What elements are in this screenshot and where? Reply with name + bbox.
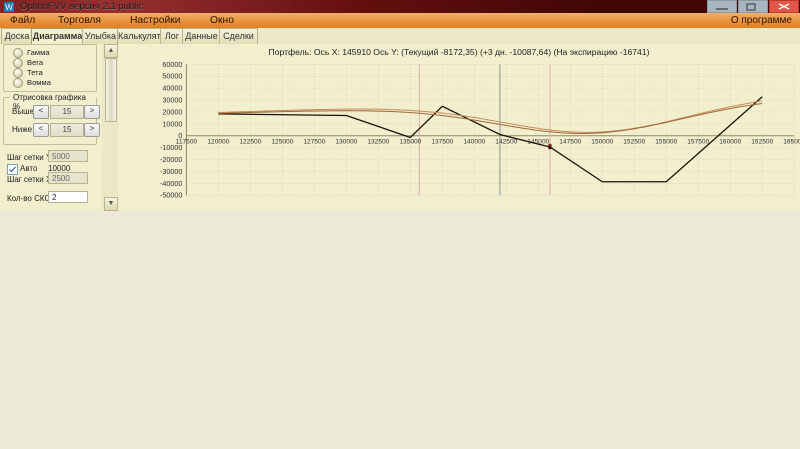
svg-text:120000: 120000 bbox=[207, 139, 229, 146]
svg-text:155000: 155000 bbox=[655, 139, 677, 146]
svg-text:157500: 157500 bbox=[687, 139, 709, 146]
svg-text:-30000: -30000 bbox=[160, 167, 182, 176]
svg-text:150000: 150000 bbox=[591, 139, 613, 146]
svg-text:60000: 60000 bbox=[162, 60, 182, 69]
svg-text:10000: 10000 bbox=[162, 119, 182, 128]
svg-text:135000: 135000 bbox=[399, 139, 421, 146]
svg-text:127500: 127500 bbox=[303, 139, 325, 146]
svg-text:20000: 20000 bbox=[162, 107, 182, 116]
svg-text:162500: 162500 bbox=[751, 139, 773, 146]
svg-text:40000: 40000 bbox=[162, 84, 182, 93]
svg-text:-20000: -20000 bbox=[160, 155, 182, 164]
svg-text:-50000: -50000 bbox=[160, 191, 182, 200]
svg-text:W: W bbox=[5, 3, 13, 12]
svg-text:130000: 130000 bbox=[335, 139, 357, 146]
svg-text:132500: 132500 bbox=[367, 139, 389, 146]
svg-text:30000: 30000 bbox=[162, 96, 182, 105]
svg-text:50000: 50000 bbox=[162, 72, 182, 81]
svg-text:125000: 125000 bbox=[271, 139, 293, 146]
svg-text:140000: 140000 bbox=[463, 139, 485, 146]
svg-text:117500: 117500 bbox=[176, 139, 198, 146]
svg-text:142500: 142500 bbox=[495, 139, 517, 146]
svg-text:165000: 165000 bbox=[783, 139, 800, 146]
svg-text:147500: 147500 bbox=[559, 139, 581, 146]
svg-text:160000: 160000 bbox=[719, 139, 741, 146]
svg-text:122500: 122500 bbox=[239, 139, 261, 146]
svg-text:-40000: -40000 bbox=[160, 179, 182, 188]
svg-text:152500: 152500 bbox=[623, 139, 645, 146]
svg-text:137500: 137500 bbox=[431, 139, 453, 146]
